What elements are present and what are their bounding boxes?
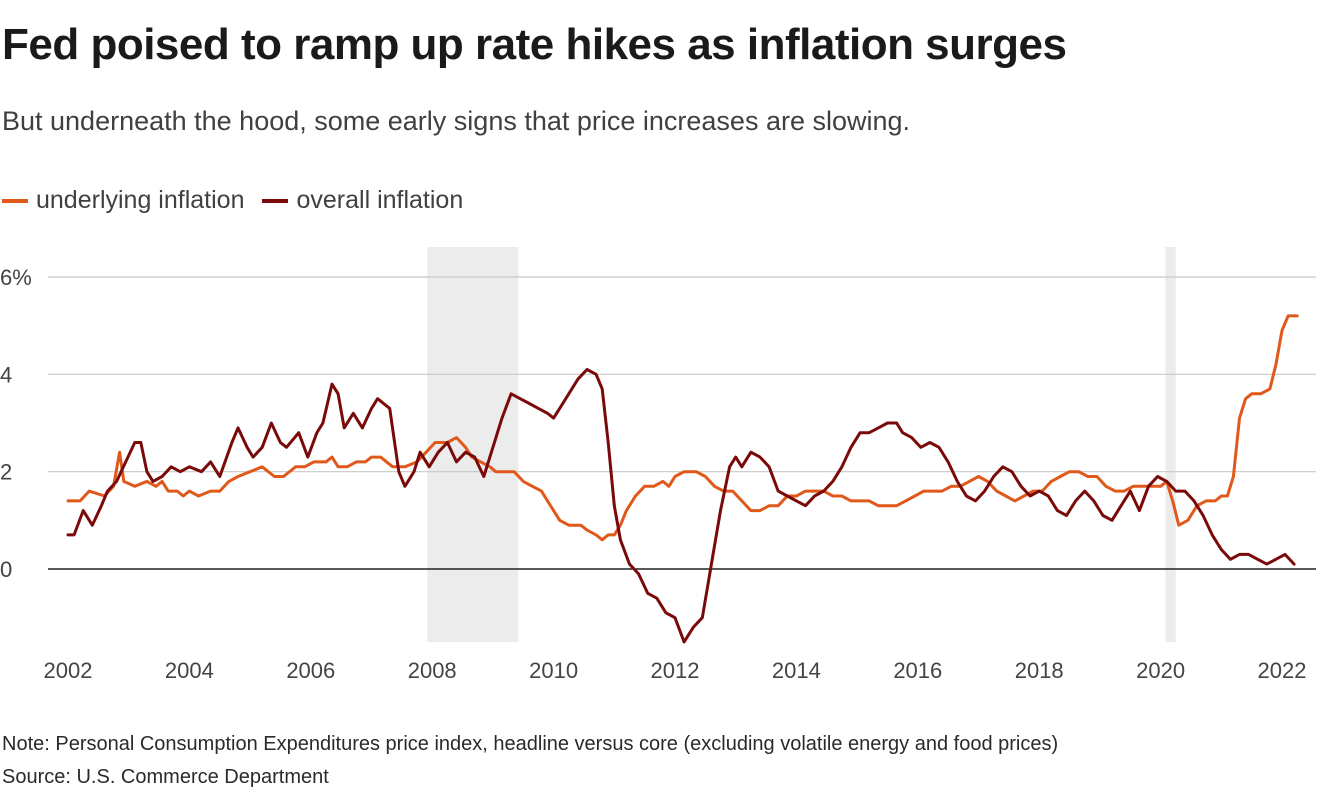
legend-swatch-overall: [262, 198, 289, 203]
series-line-overall: [66, 368, 1296, 644]
x-tick-label: 2012: [651, 658, 700, 683]
chart-title: Fed poised to ramp up rate hikes as infl…: [2, 20, 1067, 69]
x-tick-label: 2018: [1015, 658, 1064, 683]
line-chart: 0 2 4 6% 2002 2004 2006 2008 2010 2012 2014 2016 201…: [0, 247, 1316, 683]
legend-swatch-underlying: [2, 198, 28, 203]
x-tick-label: 2010: [529, 658, 578, 683]
x-tick-label: 2002: [44, 658, 93, 683]
legend-label-overall: overall inflation: [296, 186, 464, 214]
y-tick-label: 4: [0, 362, 12, 387]
recession-shade: [427, 247, 519, 642]
legend-item-overall: overall inflation: [262, 186, 463, 215]
x-tick-label: 2004: [165, 658, 214, 683]
y-tick-label: 2: [0, 460, 12, 485]
x-tick-label: 2014: [772, 658, 821, 683]
x-tick-label: 2016: [893, 658, 942, 683]
y-tick-label: 0: [0, 557, 12, 582]
legend-item-underlying: underlying inflation: [2, 186, 244, 215]
x-tick-label: 2008: [408, 658, 457, 683]
legend-label-underlying: underlying inflation: [36, 186, 245, 214]
chart-subtitle: But underneath the hood, some early sign…: [2, 106, 911, 136]
y-tick-label: 6%: [0, 265, 32, 290]
chart-source: Source: U.S. Commerce Department: [2, 766, 329, 788]
x-tick-label: 2020: [1136, 658, 1185, 683]
chart-note: Note: Personal Consumption Expenditures …: [2, 733, 1059, 755]
chart-legend: underlying inflation overall inflation: [2, 186, 481, 215]
series-line-underlying: [66, 314, 1299, 542]
recession-shade: [1165, 247, 1176, 642]
x-tick-label: 2022: [1258, 658, 1307, 683]
x-tick-label: 2006: [286, 658, 335, 683]
